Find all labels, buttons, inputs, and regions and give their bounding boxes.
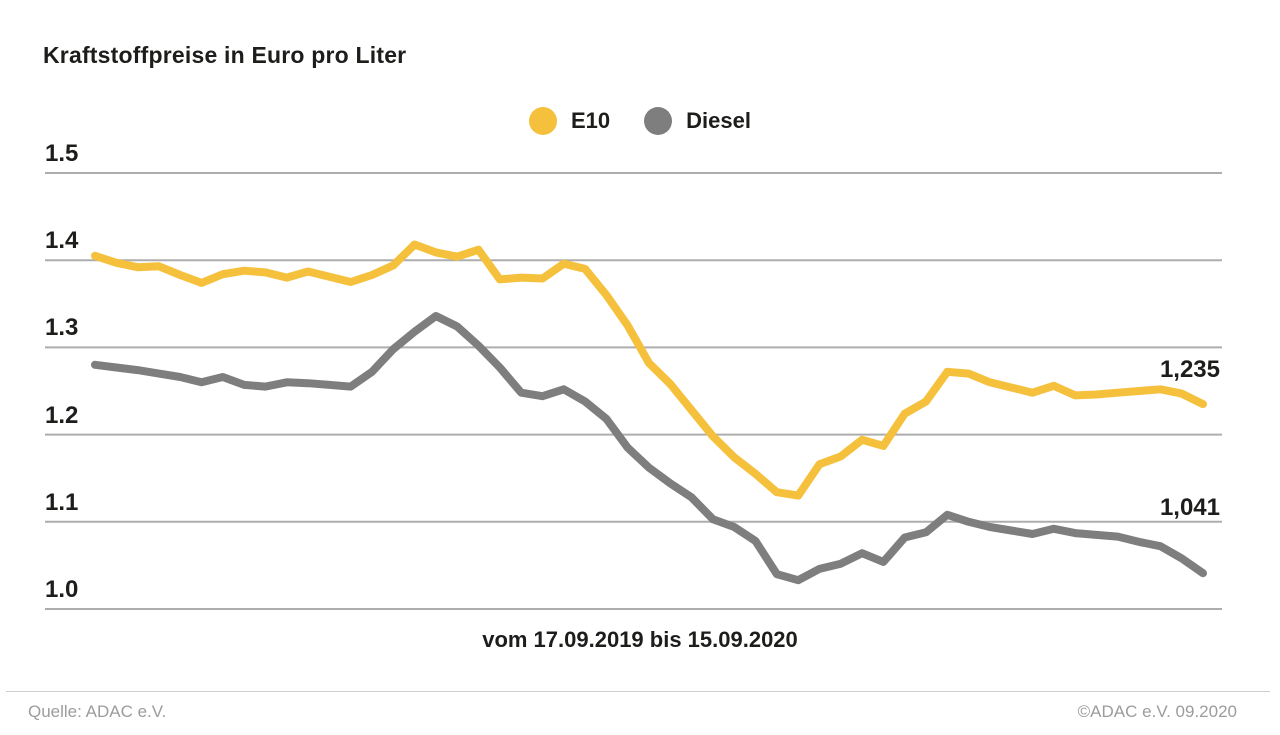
y-tick-1.1: 1.1 [45,488,79,516]
footer: Quelle: ADAC e.V. ©ADAC e.V. 09.2020 [6,691,1270,722]
legend-item-diesel: Diesel [644,107,751,135]
legend: E10 Diesel [0,107,1280,135]
chart-title: Kraftstoffpreise in Euro pro Liter [43,42,407,68]
y-tick-1.3: 1.3 [45,314,79,342]
source-credit: Quelle: ADAC e.V. [28,702,167,721]
copyright: ©ADAC e.V. 09.2020 [1077,702,1237,721]
y-tick-1.4: 1.4 [45,227,79,255]
e10-line [91,240,1207,500]
legend-item-e10: E10 [529,107,610,135]
y-tick-1.2: 1.2 [45,401,79,429]
y-tick-1.0: 1.0 [45,576,79,603]
x-axis-caption: vom 17.09.2019 bis 15.09.2020 [482,627,798,652]
legend-label-e10: E10 [571,108,611,133]
e10-color-dot-icon [529,107,557,135]
diesel-line [91,312,1207,585]
y-tick-1.5: 1.5 [45,140,79,167]
diesel-color-dot-icon [644,107,673,135]
e10-end-value: 1,235 [1159,356,1220,383]
legend-label-diesel: Diesel [686,108,751,133]
diesel-end-value: 1,041 [1159,494,1220,521]
